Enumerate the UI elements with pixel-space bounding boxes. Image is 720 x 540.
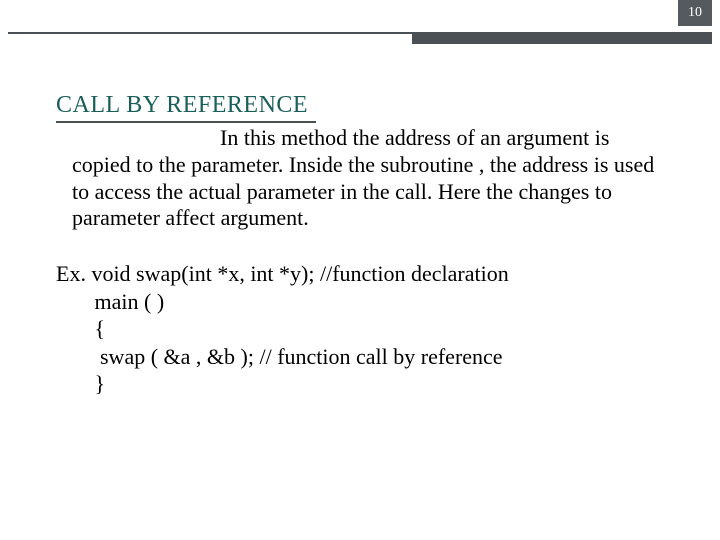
code-line-1: Ex. void swap(int *x, int *y); //functio… — [56, 260, 664, 288]
body-paragraph: In this method the address of an argumen… — [56, 125, 664, 232]
slide-header: 10 — [0, 0, 720, 48]
title-underline — [56, 121, 316, 123]
slide-content: CALL BY REFERENCE In this method the add… — [56, 92, 664, 398]
header-accent-bar — [412, 34, 712, 44]
section-title: CALL BY REFERENCE — [56, 92, 664, 119]
code-line-2: main ( ) — [56, 288, 664, 316]
paragraph-text: In this method the address of an argumen… — [72, 125, 664, 232]
code-line-4: swap ( &a , &b ); // function call by re… — [56, 343, 664, 371]
page-number: 10 — [688, 5, 702, 21]
code-line-3: { — [56, 315, 664, 343]
example-code: Ex. void swap(int *x, int *y); //functio… — [56, 260, 664, 398]
code-line-5: } — [56, 370, 664, 398]
page-number-box: 10 — [678, 0, 712, 26]
